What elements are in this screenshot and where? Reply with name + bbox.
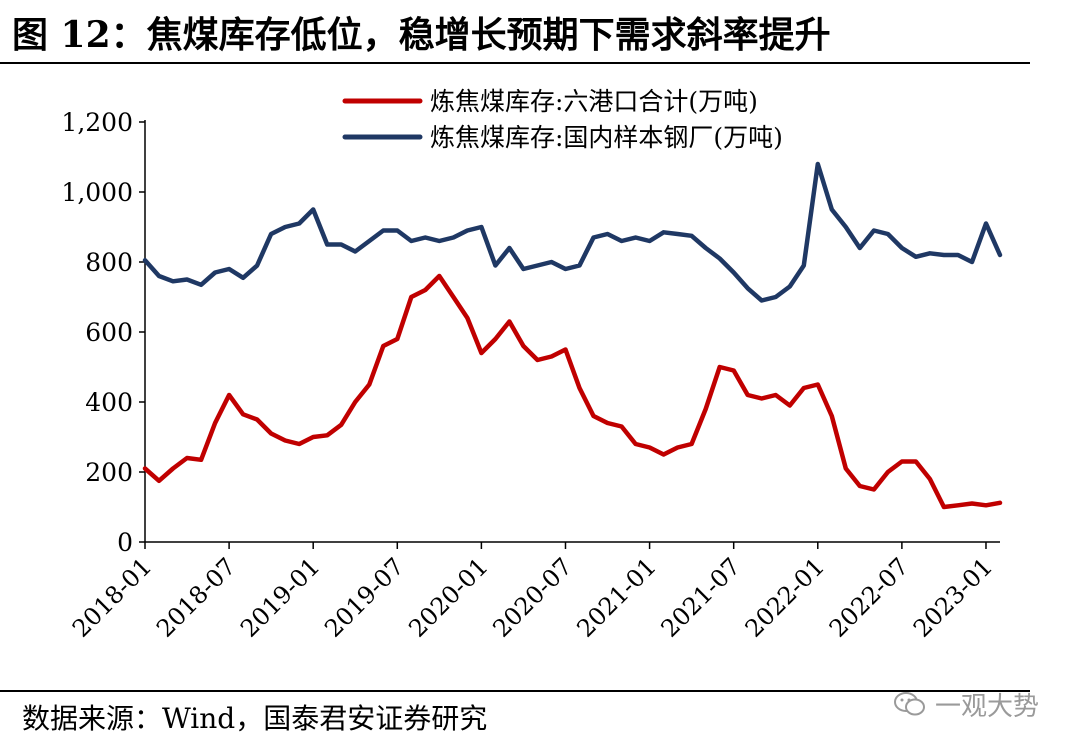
- y-tick-label: 1,000: [61, 178, 133, 207]
- x-tick-label: 2021-07: [656, 552, 746, 642]
- chat-bubble-icon: [894, 692, 925, 716]
- y-tick-label: 1,200: [61, 108, 133, 137]
- y-tick-label: 800: [85, 248, 133, 277]
- y-tick-label: 200: [85, 458, 133, 487]
- watermark: 一观大势: [893, 682, 1039, 726]
- x-tick-label: 2020-07: [487, 552, 577, 642]
- x-tick-label: 2019-07: [319, 552, 409, 642]
- legend-label-1: 炼焦煤库存:六港口合计(万吨): [430, 87, 758, 116]
- y-tick-label: 400: [85, 388, 133, 417]
- chart-area: 02004006008001,0001,2002018-012018-07201…: [61, 87, 1003, 643]
- series-line-2: [142, 161, 1003, 303]
- title-divider: [0, 62, 1030, 64]
- source-note: 数据来源：Wind，国泰君安证券研究: [22, 702, 488, 735]
- chart-title: 图 12：焦煤库存低位，稳增长预期下需求斜率提升: [12, 14, 831, 56]
- x-tick-label: 2019-01: [235, 552, 325, 642]
- x-tick-label: 2022-07: [824, 552, 914, 642]
- x-tick-label: 2023-01: [908, 552, 998, 642]
- x-tick-label: 2020-01: [403, 552, 493, 642]
- series-line-1: [142, 273, 1003, 510]
- watermark-label: 一观大势: [935, 691, 1040, 722]
- y-tick-label: 0: [117, 528, 133, 557]
- x-tick-label: 2021-01: [572, 552, 662, 642]
- source-divider: [0, 690, 1030, 692]
- legend-label-2: 炼焦煤库存:国内样本钢厂(万吨): [430, 123, 783, 152]
- y-tick-label: 600: [85, 318, 133, 347]
- x-tick-label: 2018-01: [67, 552, 157, 642]
- x-tick-label: 2018-07: [151, 552, 241, 642]
- x-tick-label: 2022-01: [740, 552, 830, 642]
